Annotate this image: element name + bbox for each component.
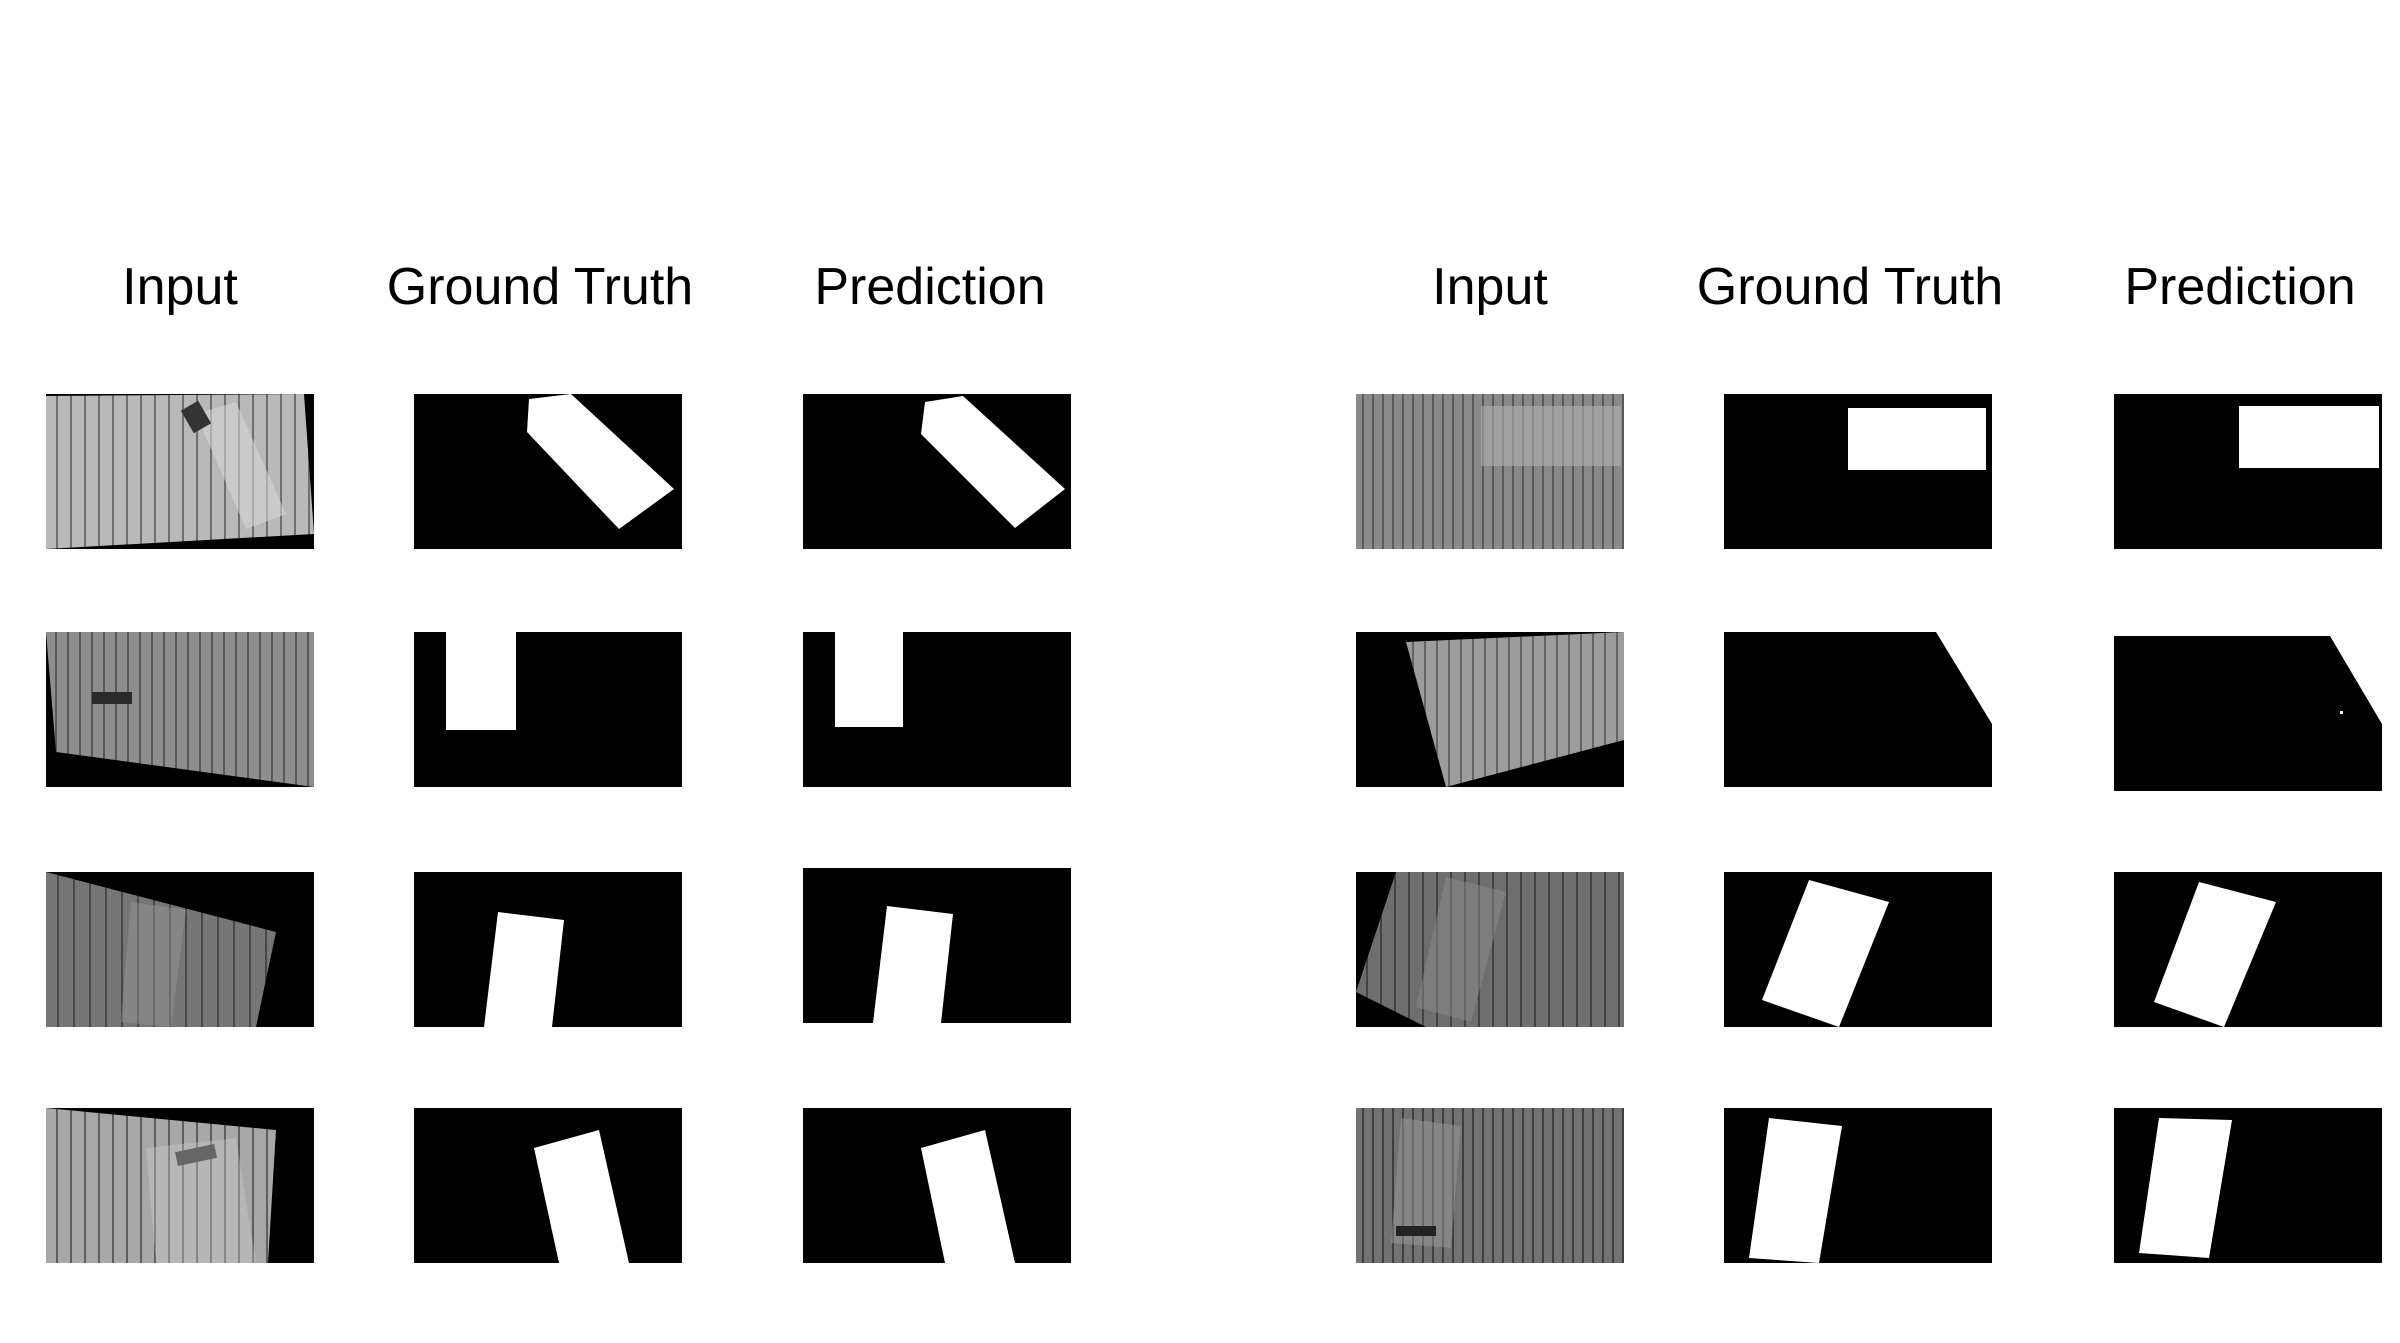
input-image: [46, 872, 314, 1027]
ground-truth-mask: [414, 394, 682, 549]
input-image: [1356, 632, 1624, 787]
prediction-mask: [803, 632, 1071, 787]
input-image: [1356, 872, 1624, 1027]
prediction-mask: [2114, 636, 2382, 791]
ground-truth-mask: [414, 872, 682, 1027]
prediction-mask: [803, 868, 1071, 1023]
input-image: [46, 1108, 314, 1263]
header-prediction-left: Prediction: [814, 258, 1046, 316]
prediction-mask: [2114, 394, 2382, 549]
header-ground-truth-right: Ground Truth: [1696, 258, 2004, 316]
ground-truth-mask: [1724, 1108, 1992, 1263]
ground-truth-mask: [1724, 394, 1992, 549]
ground-truth-mask: [414, 1108, 682, 1263]
ground-truth-mask: [1724, 872, 1992, 1027]
prediction-mask: [2114, 872, 2382, 1027]
prediction-mask: [803, 394, 1071, 549]
header-prediction-right: Prediction: [2124, 258, 2356, 316]
prediction-mask: [2114, 1108, 2382, 1263]
ground-truth-mask: [414, 632, 682, 787]
header-input-right: Input: [1432, 258, 1548, 316]
input-image: [1356, 394, 1624, 549]
ground-truth-mask: [1724, 632, 1992, 787]
header-input-left: Input: [122, 258, 238, 316]
prediction-mask: [803, 1108, 1071, 1263]
input-image: [46, 632, 314, 787]
header-ground-truth-left: Ground Truth: [386, 258, 694, 316]
input-image: [1356, 1108, 1624, 1263]
input-image: [46, 394, 314, 549]
